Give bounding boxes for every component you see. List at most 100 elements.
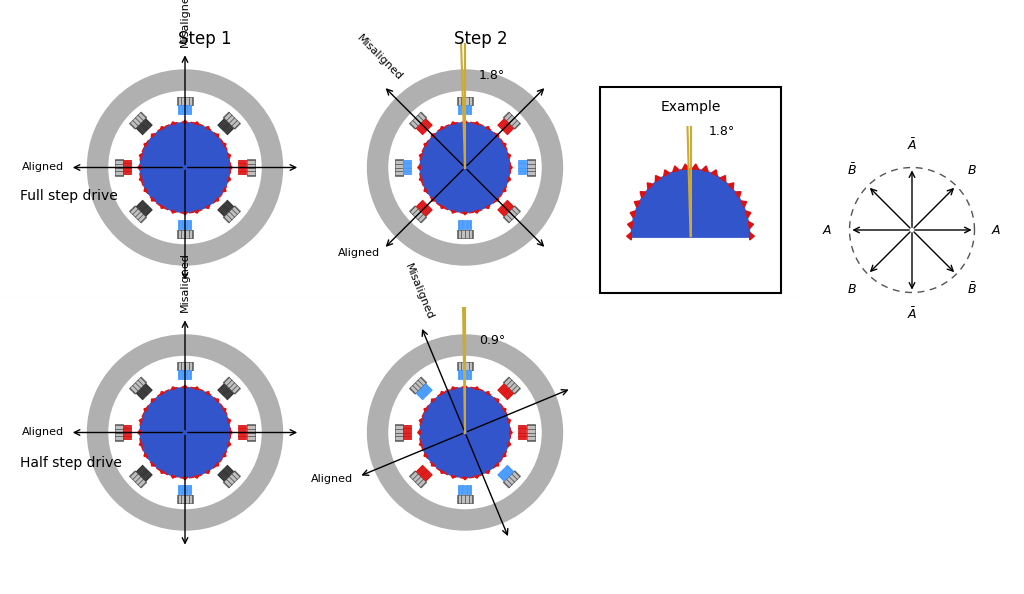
Polygon shape — [161, 205, 165, 208]
Circle shape — [420, 388, 510, 478]
Polygon shape — [527, 424, 536, 441]
Polygon shape — [508, 442, 511, 447]
Polygon shape — [495, 399, 499, 403]
Polygon shape — [655, 176, 660, 182]
Polygon shape — [195, 475, 199, 478]
Polygon shape — [440, 470, 444, 473]
Polygon shape — [418, 165, 420, 170]
Polygon shape — [177, 97, 194, 105]
Polygon shape — [161, 127, 165, 130]
Polygon shape — [440, 127, 444, 130]
Polygon shape — [508, 153, 511, 158]
Text: $\bar{B}$: $\bar{B}$ — [848, 163, 857, 178]
FancyBboxPatch shape — [600, 87, 781, 293]
Polygon shape — [137, 430, 140, 435]
Polygon shape — [152, 197, 155, 201]
Polygon shape — [248, 424, 255, 441]
Polygon shape — [223, 112, 241, 129]
Polygon shape — [410, 206, 427, 223]
Text: 0.9°: 0.9° — [479, 334, 505, 347]
Polygon shape — [222, 453, 226, 457]
Polygon shape — [431, 399, 435, 403]
Polygon shape — [749, 222, 754, 229]
Polygon shape — [701, 166, 709, 172]
Text: Example: Example — [660, 100, 721, 113]
Circle shape — [368, 335, 562, 530]
Polygon shape — [152, 399, 155, 403]
Polygon shape — [640, 192, 646, 198]
Polygon shape — [682, 164, 689, 169]
Polygon shape — [129, 206, 146, 223]
Polygon shape — [227, 153, 230, 158]
Polygon shape — [222, 143, 226, 147]
Polygon shape — [395, 159, 402, 176]
Text: Misaligned: Misaligned — [402, 262, 435, 321]
Text: $B$: $B$ — [967, 164, 977, 177]
Polygon shape — [527, 159, 536, 176]
Text: Misaligned: Misaligned — [180, 252, 190, 312]
Polygon shape — [139, 419, 142, 424]
Polygon shape — [510, 165, 512, 170]
Polygon shape — [206, 391, 210, 395]
Polygon shape — [410, 112, 427, 129]
Polygon shape — [177, 362, 194, 370]
Polygon shape — [503, 453, 506, 457]
Text: Misaligned: Misaligned — [180, 0, 190, 47]
Polygon shape — [171, 210, 176, 213]
Polygon shape — [457, 97, 473, 105]
Polygon shape — [223, 206, 241, 223]
Polygon shape — [485, 127, 489, 130]
Polygon shape — [206, 127, 210, 130]
Polygon shape — [410, 471, 427, 488]
Polygon shape — [630, 211, 636, 218]
Polygon shape — [720, 176, 726, 182]
Polygon shape — [741, 201, 746, 207]
Polygon shape — [503, 377, 520, 394]
Polygon shape — [227, 442, 230, 447]
Polygon shape — [222, 408, 226, 412]
Text: $\bar{A}$: $\bar{A}$ — [907, 307, 918, 322]
Polygon shape — [419, 419, 422, 424]
Polygon shape — [215, 134, 218, 137]
Polygon shape — [692, 164, 698, 169]
Polygon shape — [227, 177, 230, 181]
Polygon shape — [171, 387, 176, 390]
Polygon shape — [503, 143, 506, 147]
Circle shape — [389, 91, 541, 244]
Text: $A$: $A$ — [822, 223, 833, 236]
Polygon shape — [229, 165, 232, 170]
Polygon shape — [182, 212, 187, 215]
Polygon shape — [222, 188, 226, 192]
Polygon shape — [144, 408, 147, 412]
Text: Aligned: Aligned — [311, 474, 353, 484]
Polygon shape — [182, 120, 187, 122]
Polygon shape — [419, 153, 422, 158]
Polygon shape — [177, 495, 194, 503]
Polygon shape — [503, 112, 520, 129]
Polygon shape — [424, 453, 427, 457]
Polygon shape — [419, 177, 422, 181]
Text: Step 1: Step 1 — [178, 30, 231, 48]
Polygon shape — [248, 159, 255, 176]
Polygon shape — [485, 205, 489, 208]
Text: Aligned: Aligned — [23, 163, 65, 172]
Polygon shape — [182, 478, 187, 480]
Polygon shape — [195, 387, 199, 390]
Polygon shape — [485, 470, 489, 473]
Polygon shape — [451, 387, 456, 390]
Polygon shape — [115, 159, 123, 176]
Polygon shape — [457, 495, 473, 503]
Polygon shape — [431, 197, 435, 201]
Polygon shape — [144, 143, 147, 147]
Polygon shape — [664, 170, 670, 176]
Polygon shape — [410, 377, 427, 394]
Polygon shape — [440, 205, 444, 208]
Polygon shape — [195, 122, 199, 125]
Polygon shape — [474, 210, 479, 213]
Polygon shape — [419, 442, 422, 447]
Polygon shape — [215, 197, 218, 201]
Polygon shape — [463, 478, 467, 480]
Circle shape — [87, 70, 283, 265]
Polygon shape — [115, 424, 123, 441]
Polygon shape — [728, 183, 734, 189]
